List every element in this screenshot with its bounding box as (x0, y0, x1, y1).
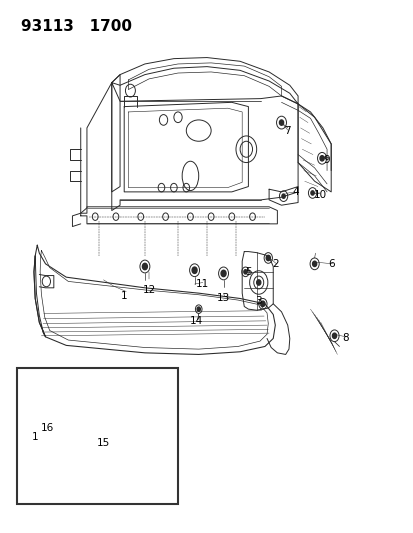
Circle shape (310, 191, 313, 195)
Circle shape (243, 270, 247, 274)
Text: 2: 2 (271, 259, 278, 269)
Text: 7: 7 (284, 126, 290, 135)
Circle shape (332, 333, 336, 338)
Circle shape (319, 156, 323, 161)
Text: 1: 1 (32, 432, 38, 442)
Circle shape (266, 255, 270, 261)
Circle shape (192, 267, 197, 273)
Text: 3: 3 (255, 296, 261, 306)
Text: 16: 16 (41, 423, 54, 433)
Text: 4: 4 (292, 187, 299, 197)
Circle shape (256, 280, 260, 285)
Text: 9: 9 (323, 155, 330, 165)
Circle shape (221, 270, 225, 277)
Text: 15: 15 (97, 439, 110, 448)
Text: 12: 12 (142, 286, 155, 295)
Circle shape (312, 261, 316, 266)
Circle shape (260, 301, 264, 306)
Text: 13: 13 (216, 294, 230, 303)
Text: 11: 11 (196, 279, 209, 288)
Text: 5: 5 (244, 267, 251, 277)
Circle shape (281, 194, 285, 198)
Text: 14: 14 (190, 316, 203, 326)
Text: 1: 1 (121, 291, 127, 301)
Circle shape (279, 120, 283, 125)
Bar (17, 368, 178, 504)
Text: 10: 10 (313, 190, 327, 199)
Text: 8: 8 (342, 334, 348, 343)
Text: 93113   1700: 93113 1700 (21, 19, 131, 34)
Circle shape (197, 307, 200, 311)
Text: 6: 6 (327, 259, 334, 269)
Circle shape (142, 263, 147, 270)
